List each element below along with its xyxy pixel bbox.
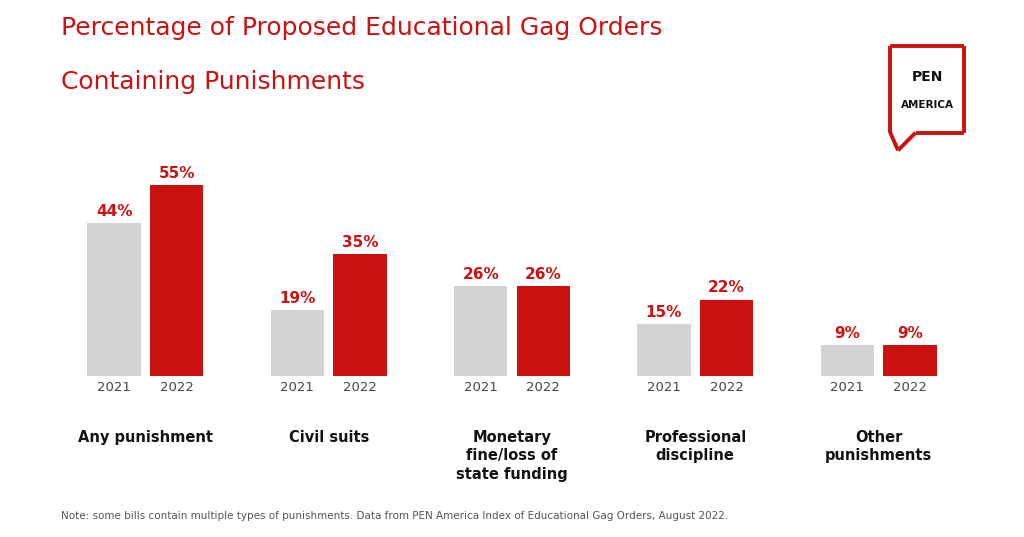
Text: 44%: 44% (96, 204, 132, 219)
Text: Percentage of Proposed Educational Gag Orders: Percentage of Proposed Educational Gag O… (61, 16, 663, 40)
Text: AMERICA: AMERICA (901, 100, 953, 111)
Text: Other
punishments: Other punishments (825, 430, 932, 463)
Text: 19%: 19% (280, 291, 315, 306)
Text: PEN: PEN (911, 70, 943, 84)
Bar (699, 300, 754, 376)
Text: 9%: 9% (835, 325, 860, 340)
Text: 9%: 9% (897, 325, 923, 340)
Text: 55%: 55% (159, 166, 195, 181)
Bar (333, 255, 387, 376)
Bar (270, 310, 325, 376)
Text: Containing Punishments: Containing Punishments (61, 70, 366, 94)
Text: Note: some bills contain multiple types of punishments. Data from PEN America In: Note: some bills contain multiple types … (61, 511, 729, 521)
Text: 26%: 26% (462, 266, 499, 281)
Text: Civil suits: Civil suits (289, 430, 369, 445)
Bar (454, 286, 508, 376)
Bar (637, 324, 691, 376)
Bar (151, 185, 204, 376)
Text: 15%: 15% (646, 304, 682, 320)
Bar (87, 223, 141, 376)
Text: Professional
discipline: Professional discipline (644, 430, 746, 463)
Bar (883, 345, 937, 376)
Bar (516, 286, 570, 376)
Text: 26%: 26% (525, 266, 562, 281)
Bar (820, 345, 873, 376)
Text: 35%: 35% (342, 235, 378, 250)
Text: Monetary
fine/loss of
state funding: Monetary fine/loss of state funding (456, 430, 568, 482)
Text: Any punishment: Any punishment (78, 430, 213, 445)
Text: 22%: 22% (709, 280, 745, 295)
